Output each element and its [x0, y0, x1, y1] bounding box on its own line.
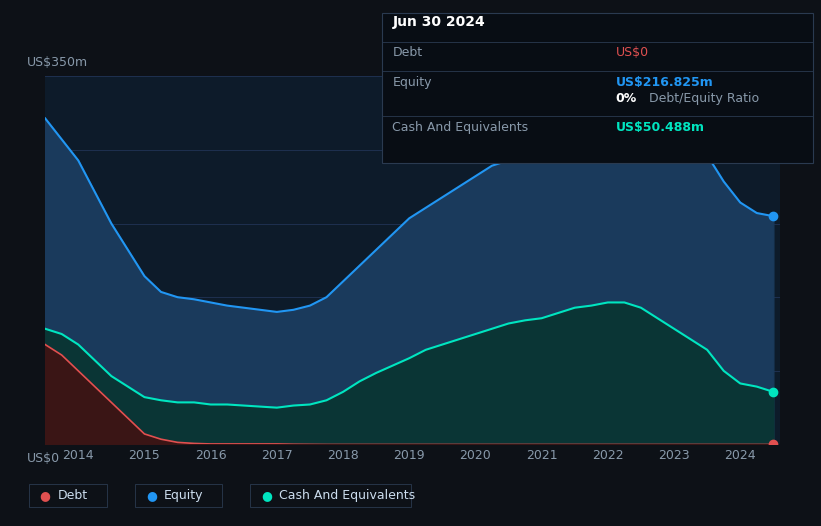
Text: ●: ● — [39, 489, 50, 502]
Text: Debt/Equity Ratio: Debt/Equity Ratio — [645, 92, 759, 105]
Text: US$50.488m: US$50.488m — [616, 121, 704, 134]
Text: Debt: Debt — [57, 489, 88, 502]
Text: ●: ● — [146, 489, 157, 502]
Text: Cash And Equivalents: Cash And Equivalents — [392, 121, 529, 134]
Text: US$0: US$0 — [27, 452, 60, 465]
Text: ●: ● — [261, 489, 272, 502]
Text: 0%: 0% — [616, 92, 637, 105]
Text: Debt: Debt — [392, 46, 423, 59]
Text: Jun 30 2024: Jun 30 2024 — [392, 15, 485, 29]
Text: US$350m: US$350m — [27, 56, 88, 69]
Text: Equity: Equity — [392, 76, 432, 89]
Text: US$216.825m: US$216.825m — [616, 76, 713, 89]
Text: Equity: Equity — [164, 489, 204, 502]
Text: US$0: US$0 — [616, 46, 649, 59]
Text: Cash And Equivalents: Cash And Equivalents — [279, 489, 415, 502]
